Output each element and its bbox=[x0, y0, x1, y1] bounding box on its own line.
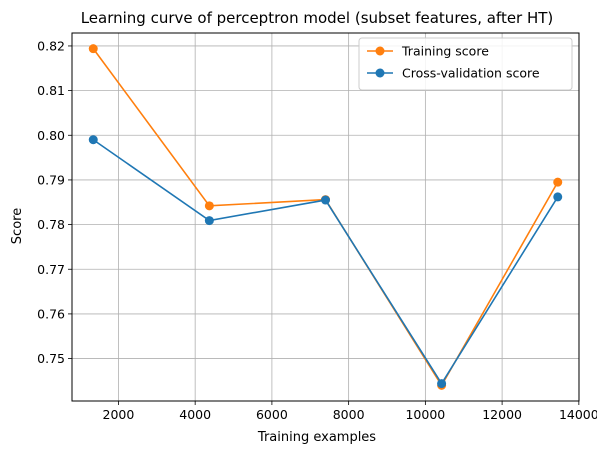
series-line bbox=[92, 48, 559, 387]
y-tick-label: 0.75 bbox=[37, 351, 65, 366]
legend-item: Cross-validation score bbox=[367, 66, 540, 81]
x-tick-label: 14000 bbox=[559, 407, 597, 422]
y-tick-label: 0.76 bbox=[37, 306, 65, 321]
series-layer bbox=[88, 44, 563, 390]
data-point bbox=[321, 195, 330, 205]
plot-frame bbox=[71, 32, 580, 402]
y-tick-label: 0.78 bbox=[37, 217, 65, 232]
legend-marker bbox=[375, 46, 385, 56]
x-axis: 2000 4000 6000 8000 10000 12000 14000 bbox=[103, 401, 597, 422]
series-training-score bbox=[88, 44, 563, 390]
data-point bbox=[553, 192, 563, 202]
x-axis-label: Training examples bbox=[257, 430, 376, 445]
legend-box bbox=[358, 37, 573, 91]
legend-item: Training score bbox=[367, 44, 489, 59]
data-point bbox=[88, 135, 98, 145]
y-tick-label: 0.77 bbox=[37, 262, 65, 277]
data-point bbox=[204, 216, 214, 226]
legend: Training score Cross-validation score bbox=[358, 37, 573, 91]
x-tick-label: 8000 bbox=[333, 407, 365, 422]
x-tick-label: 4000 bbox=[179, 407, 211, 422]
x-tick-label: 6000 bbox=[256, 407, 288, 422]
series-cross-validation-score bbox=[88, 135, 563, 389]
data-point bbox=[204, 201, 214, 211]
legend-label: Training score bbox=[401, 44, 489, 59]
chart-title: Learning curve of perceptron model (subs… bbox=[81, 9, 554, 27]
grid-lines bbox=[72, 33, 580, 401]
x-tick-label: 12000 bbox=[482, 407, 522, 422]
legend-marker bbox=[375, 68, 385, 78]
data-point bbox=[88, 44, 98, 54]
y-axis: 0.75 0.76 0.77 0.78 0.79 0.80 0.81 0.82 bbox=[37, 38, 72, 366]
y-tick-label: 0.82 bbox=[37, 38, 65, 53]
legend-label: Cross-validation score bbox=[402, 66, 540, 81]
y-tick-label: 0.81 bbox=[37, 83, 65, 98]
x-tick-label: 2000 bbox=[103, 407, 135, 422]
series-line bbox=[92, 139, 559, 386]
y-tick-label: 0.80 bbox=[37, 128, 65, 143]
data-point bbox=[553, 177, 563, 187]
data-point bbox=[437, 379, 447, 389]
y-tick-label: 0.79 bbox=[37, 172, 65, 187]
y-axis-label: Score bbox=[10, 208, 25, 244]
x-tick-label: 10000 bbox=[405, 407, 445, 422]
